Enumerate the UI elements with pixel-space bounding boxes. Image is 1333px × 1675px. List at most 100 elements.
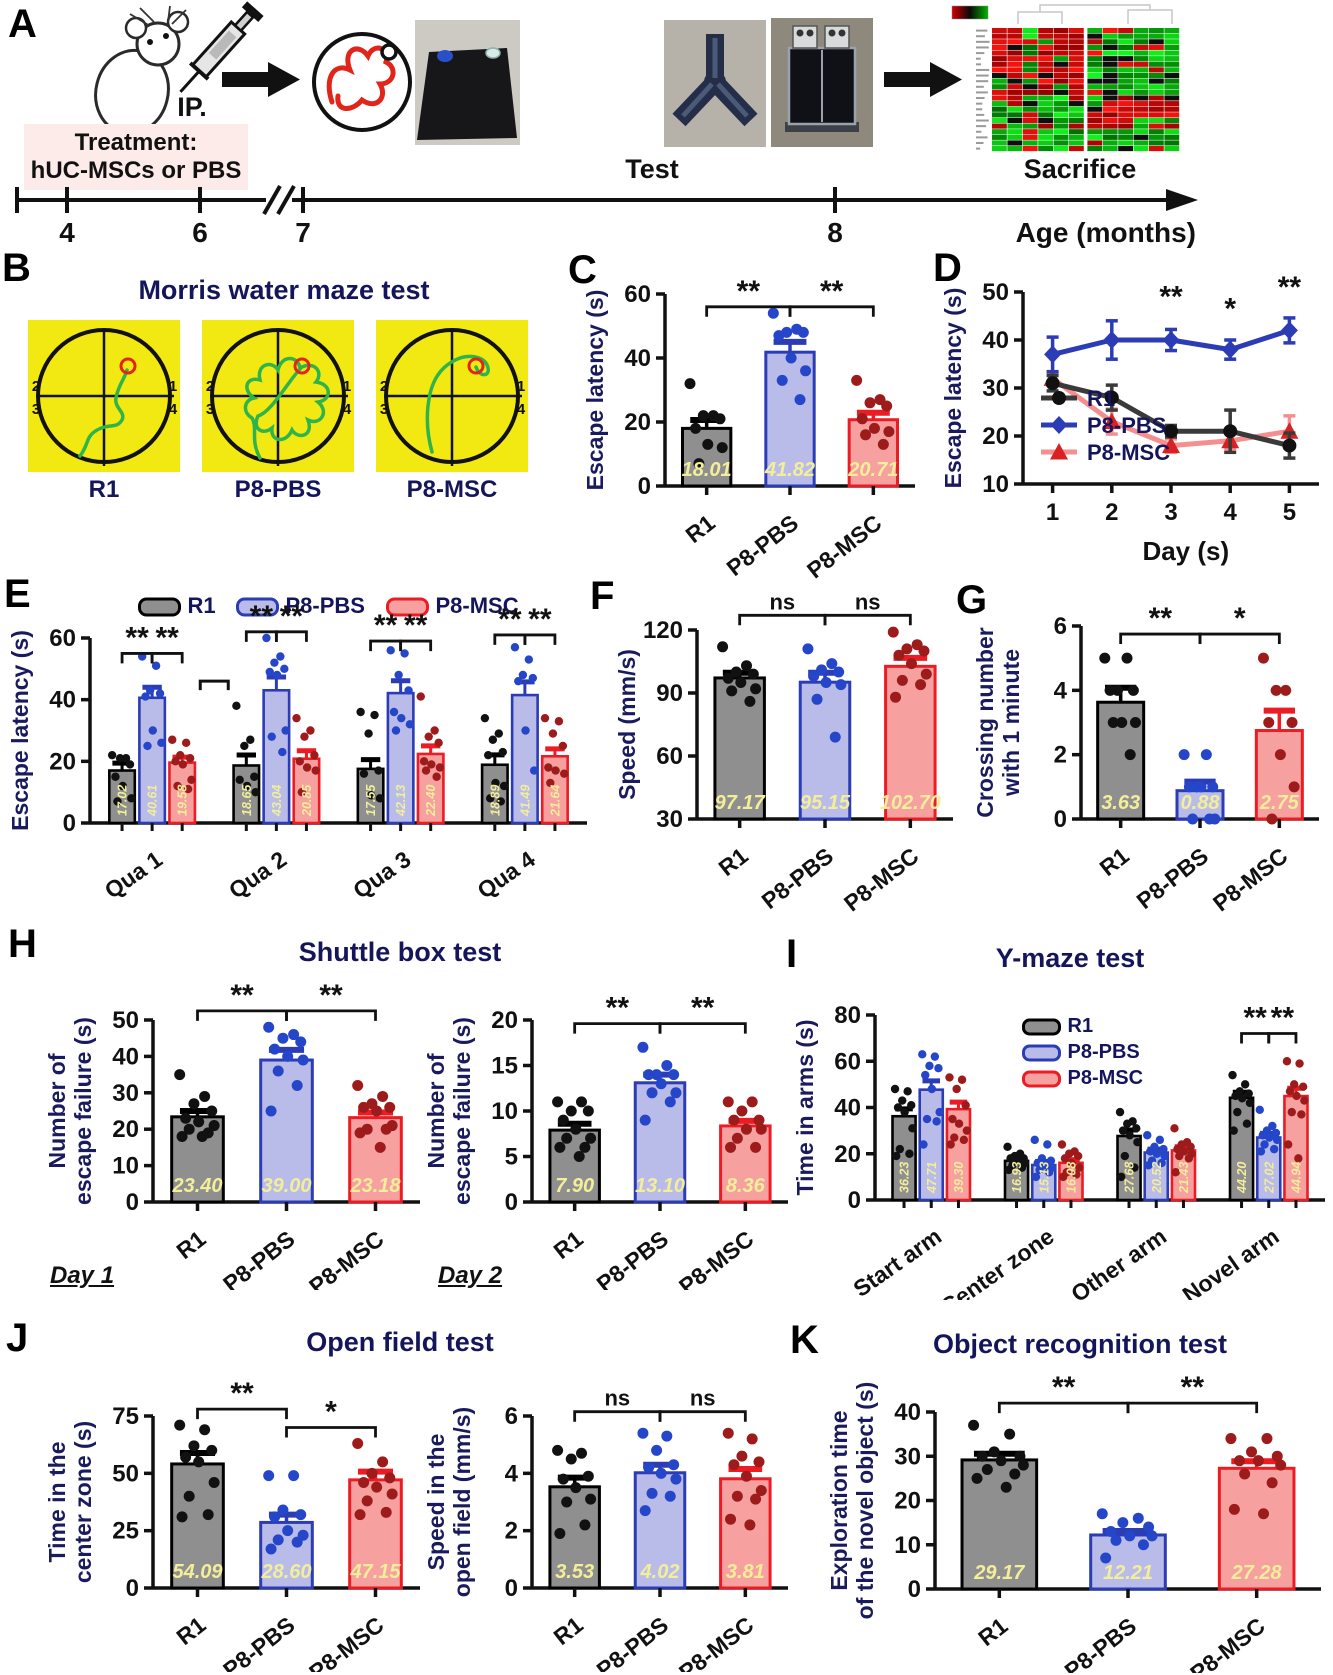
data-point bbox=[883, 426, 895, 438]
y-tick-label: 30 bbox=[112, 1080, 139, 1107]
heatmap-cell bbox=[1164, 129, 1180, 135]
heatmap-cell bbox=[1164, 95, 1180, 101]
data-point bbox=[570, 1123, 582, 1135]
data-point bbox=[168, 735, 177, 744]
data-point bbox=[1266, 1477, 1278, 1489]
y-tick-label: 75 bbox=[112, 1403, 139, 1430]
y-axis-label: Escape latency (s) bbox=[940, 288, 966, 489]
data-point bbox=[816, 664, 828, 676]
data-point bbox=[557, 1114, 569, 1126]
data-point bbox=[1125, 1131, 1134, 1140]
heatmap-cell bbox=[1007, 117, 1023, 124]
bar-value-label: 27.68 bbox=[1123, 1162, 1137, 1194]
heatmap-cell bbox=[1087, 101, 1103, 107]
data-point bbox=[585, 1493, 597, 1505]
data-point bbox=[352, 1438, 364, 1450]
data-point bbox=[1030, 1135, 1039, 1145]
heatmap-cell bbox=[1087, 89, 1103, 95]
bar-value-label: 23.18 bbox=[349, 1175, 401, 1197]
data-point bbox=[262, 633, 271, 643]
data-point bbox=[1067, 1158, 1076, 1168]
bar-value-label: 3.81 bbox=[726, 1561, 765, 1583]
heatmap-cell bbox=[1102, 56, 1118, 62]
data-point bbox=[265, 667, 274, 677]
heatmap-cell bbox=[992, 50, 1007, 56]
heatmap-cell bbox=[1118, 134, 1133, 140]
chart-crossing-number: 0 2 4 6 Crossing number with 1 minute 3.63 R1 0.… bbox=[972, 602, 1319, 915]
data-point bbox=[181, 738, 191, 748]
sig-label: ** bbox=[125, 621, 149, 654]
heatmap-cell bbox=[1102, 140, 1118, 146]
y-tick-label: 10 bbox=[982, 471, 1009, 498]
marker-circle bbox=[1104, 390, 1119, 405]
data-point bbox=[518, 670, 528, 680]
data-point bbox=[394, 670, 403, 680]
data-point bbox=[731, 1132, 743, 1144]
sig-label: ** bbox=[1243, 1002, 1267, 1035]
heatmap-cell bbox=[1164, 33, 1180, 39]
syringe-plunger-inside bbox=[208, 30, 237, 60]
sig-label: ns bbox=[769, 589, 795, 614]
heatmap-cell bbox=[992, 56, 1007, 62]
bar-value-label: 102.70 bbox=[880, 792, 941, 814]
x-tick-label: P8-PBS bbox=[218, 1225, 299, 1290]
panel-letter-g: G bbox=[956, 578, 988, 622]
data-point bbox=[554, 1141, 566, 1153]
heatmap-cell bbox=[1133, 101, 1149, 107]
heatmap-cell bbox=[1118, 106, 1133, 112]
data-point bbox=[295, 1509, 307, 1521]
data-point bbox=[544, 763, 553, 772]
data-point bbox=[1014, 1450, 1026, 1462]
data-point bbox=[755, 1485, 767, 1497]
heatmap-cell bbox=[1164, 28, 1180, 34]
legend-swatch bbox=[1022, 1018, 1061, 1036]
data-point bbox=[1033, 1158, 1042, 1168]
heatmap-cell bbox=[1133, 33, 1149, 39]
heatmap-row-label-mark bbox=[976, 35, 985, 38]
object-blue bbox=[437, 50, 453, 62]
data-point bbox=[480, 713, 490, 723]
heatmap-cell bbox=[1053, 56, 1069, 62]
bar-value-label: 16.93 bbox=[1010, 1162, 1024, 1193]
y-tick-label: 0 bbox=[505, 1189, 518, 1216]
heatmap-cell bbox=[1038, 89, 1053, 95]
heatmap-cell bbox=[1102, 106, 1118, 112]
data-point bbox=[952, 1084, 961, 1094]
marker-circle bbox=[1052, 391, 1066, 405]
legend-label: R1 bbox=[1087, 386, 1115, 411]
data-point bbox=[540, 713, 550, 723]
x-tick-label: P8-MSC bbox=[304, 1611, 388, 1672]
data-point bbox=[374, 1141, 386, 1153]
y-tick-label: 20 bbox=[112, 1116, 139, 1143]
heatmap-cell bbox=[1087, 56, 1103, 62]
data-point bbox=[155, 689, 165, 698]
arrow-right-icon bbox=[222, 62, 300, 97]
maze-label-r1: R1 bbox=[88, 476, 120, 503]
sig-bracket bbox=[788, 305, 875, 317]
data-point bbox=[483, 750, 493, 760]
data-point bbox=[575, 1447, 587, 1459]
data-point bbox=[151, 661, 161, 670]
data-point bbox=[310, 750, 319, 760]
y-tick-label: 30 bbox=[982, 375, 1009, 402]
data-point bbox=[1270, 684, 1282, 696]
heatmap-cell bbox=[1149, 44, 1164, 50]
quadrant-label-2: 2 bbox=[32, 378, 40, 395]
data-point bbox=[1117, 1172, 1126, 1182]
heatmap-cell bbox=[1164, 140, 1180, 146]
data-point bbox=[371, 1481, 383, 1493]
data-point bbox=[637, 1427, 649, 1439]
sig-label: ** bbox=[280, 600, 304, 633]
sig-bracket bbox=[399, 639, 433, 652]
data-point bbox=[868, 422, 880, 434]
heatmap-cell bbox=[1118, 61, 1133, 67]
data-point bbox=[143, 741, 152, 751]
heatmap-cell bbox=[1133, 106, 1149, 112]
data-point bbox=[288, 1029, 300, 1041]
data-point bbox=[354, 1509, 366, 1521]
y-axis-label: open field (mm/s) bbox=[449, 1407, 475, 1597]
syringe-needle bbox=[179, 70, 201, 93]
bar-value-label: 47.15 bbox=[349, 1561, 401, 1583]
data-point bbox=[1004, 1428, 1016, 1440]
